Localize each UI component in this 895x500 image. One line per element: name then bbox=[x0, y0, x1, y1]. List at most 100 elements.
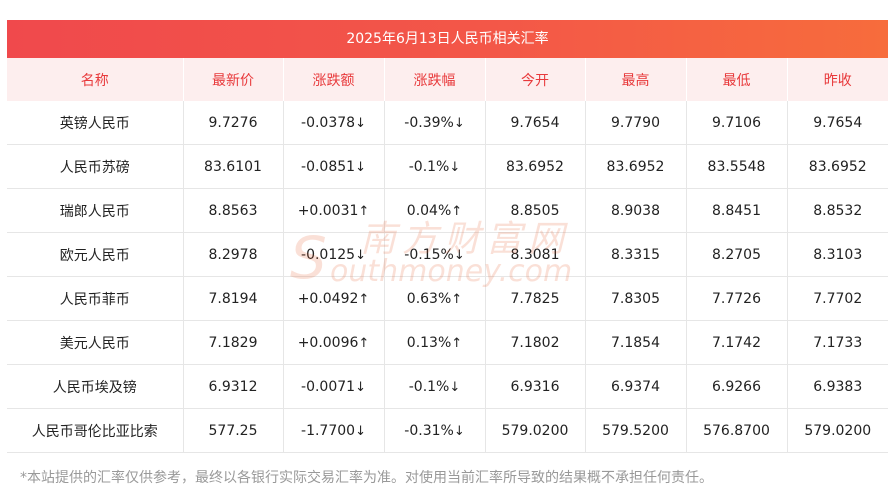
cell-latest: 7.8194 bbox=[183, 276, 284, 321]
cell-change-pct: -0.1%↓ bbox=[384, 144, 486, 189]
cell-change: -0.0851↓ bbox=[283, 144, 385, 189]
arrow-down-icon: ↓ bbox=[449, 379, 461, 395]
table-row: 欧元人民币 8.2978 -0.0125↓ -0.15%↓ 8.3081 8.3315 8.… bbox=[7, 232, 888, 277]
arrow-up-icon: ↑ bbox=[358, 203, 370, 219]
cell-change-pct: 0.13%↑ bbox=[384, 320, 486, 365]
cell-high-value: 7.1854 bbox=[611, 334, 660, 351]
arrow-down-icon: ↓ bbox=[355, 247, 366, 263]
arrow-up-icon: ↑ bbox=[358, 335, 370, 351]
table-row: 人民币苏磅 83.6101 -0.0851↓ -0.1%↓ 83.6952 83.6952… bbox=[7, 144, 888, 189]
arrow-up-icon: ↑ bbox=[451, 335, 463, 351]
cell-high-value: 6.9374 bbox=[611, 378, 660, 395]
cell-low-value: 7.1742 bbox=[712, 334, 761, 351]
cell-prev-close-value: 7.1733 bbox=[813, 334, 863, 351]
cell-change-value: -0.0851 bbox=[301, 158, 356, 175]
arrow-up-icon: ↑ bbox=[451, 203, 463, 219]
cell-name-value: 人民币苏磅 bbox=[59, 159, 130, 176]
cell-open: 9.7654 bbox=[485, 101, 586, 145]
cell-change-pct: -0.15%↓ bbox=[384, 232, 486, 277]
cell-change: -0.0125↓ bbox=[283, 232, 385, 277]
cell-prev-close: 8.8532 bbox=[787, 188, 888, 233]
cell-prev-close: 579.0200 bbox=[787, 408, 888, 453]
cell-change-pct-value: 0.04% bbox=[406, 202, 452, 219]
cell-latest-value: 8.2978 bbox=[208, 246, 258, 263]
cell-open-value: 7.1802 bbox=[510, 334, 560, 351]
cell-open: 8.3081 bbox=[485, 232, 586, 277]
arrow-down-icon: ↓ bbox=[453, 247, 465, 263]
cell-change: +0.0492↑ bbox=[283, 276, 385, 321]
table-row: 人民币菲币 7.8194 +0.0492↑ 0.63%↑ 7.7825 7.8305 7.7… bbox=[7, 276, 888, 321]
cell-latest: 8.8563 bbox=[183, 188, 284, 233]
cell-change: -0.0071↓ bbox=[283, 364, 385, 409]
cell-open: 8.8505 bbox=[485, 188, 586, 233]
cell-high: 6.9374 bbox=[585, 364, 687, 409]
cell-low: 7.1742 bbox=[686, 320, 788, 365]
table-row: 人民币哥伦比亚比索 577.25 -1.7700↓ -0.31%↓ 579.0200 57… bbox=[7, 408, 888, 453]
cell-open: 7.1802 bbox=[485, 320, 586, 365]
cell-change-value: -0.0125 bbox=[301, 246, 356, 263]
table-row: 人民币埃及镑 6.9312 -0.0071↓ -0.1%↓ 6.9316 6.9374 6.… bbox=[7, 364, 888, 409]
cell-low-value: 576.8700 bbox=[703, 422, 770, 439]
cell-prev-close: 9.7654 bbox=[787, 101, 888, 145]
cell-latest-value: 9.7276 bbox=[208, 114, 258, 131]
cell-name: 人民币埃及镑 bbox=[7, 364, 184, 409]
cell-change: -0.0378↓ bbox=[283, 101, 385, 145]
cell-high: 7.1854 bbox=[585, 320, 687, 365]
cell-name: 人民币菲币 bbox=[7, 276, 184, 321]
exchange-rate-table: 名称 最新价 涨跌额 涨跌幅 今开 最高 最低 昨收 英镑人民币 9.7276 -0… bbox=[7, 58, 888, 453]
header-name: 名称 bbox=[7, 58, 184, 101]
arrow-down-icon: ↓ bbox=[449, 159, 461, 175]
cell-latest: 577.25 bbox=[183, 408, 284, 453]
cell-latest-value: 8.8563 bbox=[208, 202, 258, 219]
cell-prev-close-value: 83.6952 bbox=[808, 158, 867, 175]
cell-prev-close-value: 6.9383 bbox=[813, 378, 863, 395]
cell-change: +0.0031↑ bbox=[283, 188, 385, 233]
cell-name: 人民币哥伦比亚比索 bbox=[7, 408, 184, 453]
header-prev-close: 昨收 bbox=[787, 58, 888, 101]
cell-latest: 6.9312 bbox=[183, 364, 284, 409]
cell-change-value: -0.0378 bbox=[301, 114, 356, 131]
header-change: 涨跌额 bbox=[283, 58, 385, 101]
cell-open-value: 8.3081 bbox=[510, 246, 560, 263]
cell-prev-close-value: 8.8532 bbox=[813, 202, 863, 219]
cell-latest: 7.1829 bbox=[183, 320, 284, 365]
cell-latest-value: 577.25 bbox=[208, 422, 258, 439]
cell-low: 9.7106 bbox=[686, 101, 788, 145]
table-title: 2025年6月13日人民币相关汇率 bbox=[7, 20, 888, 58]
arrow-down-icon: ↓ bbox=[453, 423, 465, 439]
cell-latest-value: 7.8194 bbox=[208, 290, 258, 307]
cell-low-value: 8.2705 bbox=[712, 246, 761, 263]
cell-change-pct: -0.1%↓ bbox=[384, 364, 486, 409]
arrow-down-icon: ↓ bbox=[355, 379, 366, 395]
cell-low: 8.8451 bbox=[686, 188, 788, 233]
cell-name: 英镑人民币 bbox=[7, 101, 184, 145]
cell-prev-close: 7.1733 bbox=[787, 320, 888, 365]
cell-latest-value: 6.9312 bbox=[208, 378, 258, 395]
cell-prev-close: 83.6952 bbox=[787, 144, 888, 189]
cell-high: 9.7790 bbox=[585, 101, 687, 145]
cell-name: 美元人民币 bbox=[7, 320, 184, 365]
cell-prev-close: 6.9383 bbox=[787, 364, 888, 409]
cell-high-value: 8.9038 bbox=[611, 202, 660, 219]
arrow-up-icon: ↑ bbox=[358, 291, 370, 307]
cell-name-value: 人民币哥伦比亚比索 bbox=[31, 423, 158, 440]
cell-name: 欧元人民币 bbox=[7, 232, 184, 277]
cell-high-value: 7.8305 bbox=[611, 290, 660, 307]
cell-prev-close: 8.3103 bbox=[787, 232, 888, 277]
cell-open: 6.9316 bbox=[485, 364, 586, 409]
cell-name-value: 人民币埃及镑 bbox=[52, 379, 137, 396]
arrow-down-icon: ↓ bbox=[355, 115, 366, 131]
cell-change-pct-value: -0.1% bbox=[408, 378, 450, 395]
cell-latest: 83.6101 bbox=[183, 144, 284, 189]
cell-latest: 9.7276 bbox=[183, 101, 284, 145]
cell-change-value: +0.0096 bbox=[297, 334, 359, 351]
cell-change-value: -1.7700 bbox=[301, 422, 356, 439]
cell-change-pct-value: -0.31% bbox=[404, 422, 454, 439]
cell-name-value: 欧元人民币 bbox=[59, 247, 130, 264]
cell-open: 579.0200 bbox=[485, 408, 586, 453]
cell-low: 576.8700 bbox=[686, 408, 788, 453]
cell-change-pct-value: -0.39% bbox=[404, 114, 454, 131]
table-row: 瑞郎人民币 8.8563 +0.0031↑ 0.04%↑ 8.8505 8.9038 8.8… bbox=[7, 188, 888, 233]
cell-change: -1.7700↓ bbox=[283, 408, 385, 453]
